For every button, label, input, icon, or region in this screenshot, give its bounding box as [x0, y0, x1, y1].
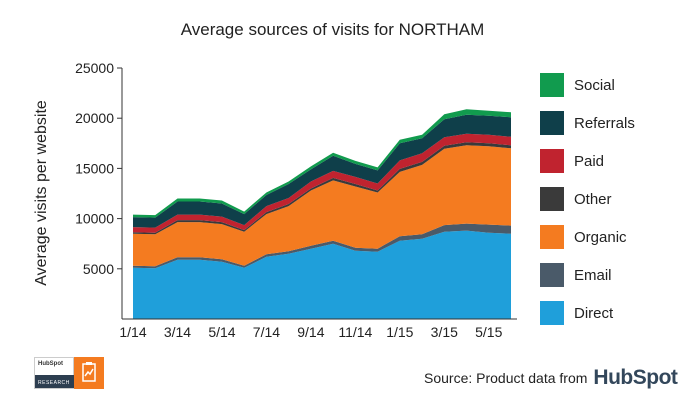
badge-strip: RESEARCH	[35, 375, 75, 388]
x-tick-label: 3/15	[431, 324, 458, 340]
y-tick-label: 10000	[75, 211, 114, 227]
x-tick-label: 5/15	[475, 324, 502, 340]
source-text: Source: Product data from	[424, 370, 588, 386]
badge-logo-panel: HubSpot RESEARCH	[34, 357, 75, 389]
area-organic	[133, 145, 511, 267]
legend-label: Email	[574, 266, 612, 284]
legend-item-paid: Paid	[540, 142, 635, 180]
x-tick-label: 1/14	[119, 324, 146, 340]
badge-research-label: RESEARCH	[38, 380, 70, 386]
legend-swatch	[540, 225, 564, 249]
clipboard-chart-icon	[74, 357, 104, 389]
x-tick-group: 1/14 3/14 5/14 7/14 9/14 11/14 1/15 3/15 5/15	[119, 324, 502, 340]
legend-item-other: Other	[540, 180, 635, 218]
area-direct	[133, 230, 511, 319]
legend-label: Other	[574, 190, 612, 208]
legend-item-referrals: Referrals	[540, 104, 635, 142]
legend-label: Organic	[574, 228, 627, 246]
area-referrals	[133, 114, 511, 228]
chart-legend: Social Referrals Paid Other Organic Email Dire…	[540, 66, 635, 332]
area-social	[133, 109, 511, 218]
legend-swatch	[540, 73, 564, 97]
y-tick-label: 20000	[75, 110, 114, 126]
legend-swatch	[540, 263, 564, 287]
x-tick-label: 5/14	[208, 324, 235, 340]
legend-item-email: Email	[540, 256, 635, 294]
area-series-group	[133, 109, 511, 319]
x-tick-label: 11/14	[338, 324, 372, 340]
source-note: Source: Product data from HubSpot	[424, 366, 678, 390]
hubspot-research-badge: HubSpot RESEARCH	[34, 357, 104, 389]
legend-swatch	[540, 149, 564, 173]
legend-label: Referrals	[574, 114, 635, 132]
hubspot-logo: HubSpot	[593, 366, 678, 389]
legend-label: Direct	[574, 304, 614, 322]
area-paid	[133, 133, 511, 233]
legend-item-direct: Direct	[540, 294, 635, 332]
x-tick-label: 7/14	[253, 324, 280, 340]
legend-label: Social	[574, 76, 615, 94]
legend-swatch	[540, 301, 564, 325]
y-tick-label: 5000	[83, 261, 114, 277]
x-tick-label: 3/14	[164, 324, 191, 340]
chart-title: Average sources of visits for NORTHAM	[180, 20, 485, 39]
area-email	[133, 223, 511, 269]
badge-logo-text: HubSpot	[38, 361, 63, 367]
y-tick-label: 25000	[75, 60, 114, 76]
y-axis-label: Average visits per website	[33, 100, 50, 286]
y-tick-group: 25000 20000 15000 10000 5000	[75, 60, 122, 277]
area-other	[133, 142, 511, 235]
x-tick-label: 1/15	[386, 324, 413, 340]
x-tick-label: 9/14	[297, 324, 324, 340]
legend-swatch	[540, 111, 564, 135]
legend-item-organic: Organic	[540, 218, 635, 256]
legend-item-social: Social	[540, 66, 635, 104]
axes-group	[121, 68, 517, 320]
legend-label: Paid	[574, 152, 605, 170]
legend-swatch	[540, 187, 564, 211]
y-tick-label: 15000	[75, 160, 114, 176]
